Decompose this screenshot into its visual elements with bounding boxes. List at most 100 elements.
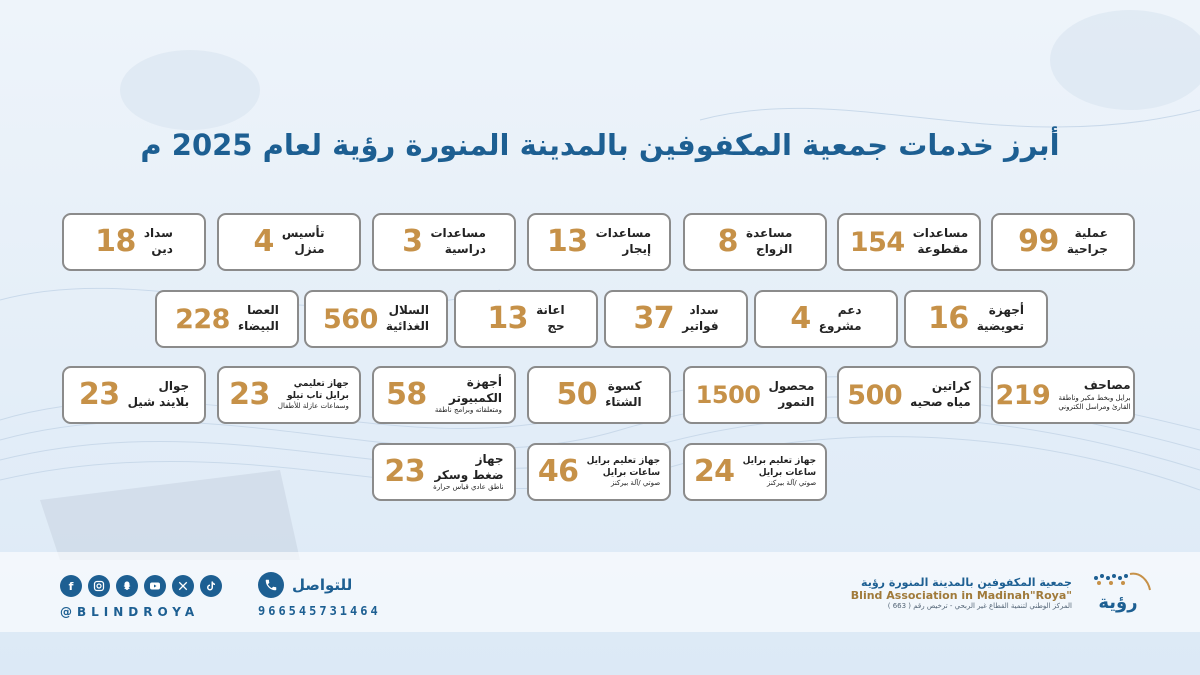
service-card: 3 مساعدات دراسية [372, 213, 516, 271]
service-label-line: جهاز تعليم برايل [742, 455, 817, 466]
service-count: 3 [402, 224, 423, 259]
service-label: جهاز تعليمي برايل تاب تيلو وسماعات عازلة ل… [278, 379, 349, 411]
service-card: 4 تأسيس منزل [217, 213, 361, 271]
service-card: 37 سداد فواتير [604, 290, 748, 348]
service-label: اعانة حج [536, 303, 565, 334]
service-sublabel: القارئ ومراسل الكتروني [1058, 402, 1131, 411]
service-count: 219 [995, 379, 1051, 411]
service-label: العصا البيضاء [238, 303, 279, 334]
page-title: أبرز خدمات جمعية المكفوفين بالمدينة المن… [140, 128, 1060, 162]
service-count: 99 [1018, 224, 1059, 259]
service-label-line: العصا [247, 303, 279, 318]
service-label-line: مقطوعة [917, 242, 969, 256]
social-handle[interactable]: @BLINDROYA [60, 605, 200, 619]
service-card: 500 كراتين مياه صحيه [837, 366, 981, 424]
service-label-line: الزواج [756, 242, 793, 256]
service-count: 500 [847, 379, 903, 411]
service-label: جهاز ضغط وسكر ناطق عادي قياس حرارة [433, 452, 503, 492]
service-card: 4 دعم مشروع [754, 290, 898, 348]
service-label-line: الشتاء [605, 395, 642, 409]
service-sublabel: ومتعلقاته وبرامج ناطقة [434, 406, 502, 415]
service-label: مساعدات إيجار [596, 226, 651, 257]
service-label: أجهزة تعويضية [977, 303, 1024, 334]
youtube-icon[interactable] [144, 575, 166, 597]
service-label-line: منزل [294, 242, 325, 256]
service-label-line: كسوة [607, 379, 642, 394]
service-count: 4 [253, 224, 274, 259]
service-label-line: دين [151, 242, 173, 256]
service-label: سداد فواتير [682, 303, 718, 334]
service-label: عملية جراحية [1067, 226, 1108, 257]
service-card: 154 مساعدات مقطوعة [837, 213, 981, 271]
service-card: 23 جوال بلايند شيل [62, 366, 206, 424]
tiktok-icon[interactable] [200, 575, 222, 597]
service-label: كسوة الشتاء [605, 379, 641, 410]
service-sublabel: برايل وبخط مكبر وناطقة [1058, 394, 1131, 403]
service-label-line: مساعدات [430, 226, 486, 241]
service-card: 50 كسوة الشتاء [527, 366, 671, 424]
contact-label: للتواصل [292, 576, 353, 594]
service-count: 13 [487, 301, 529, 336]
snapchat-icon[interactable] [116, 575, 138, 597]
service-count: 154 [849, 226, 905, 258]
service-sublabel: صوتي /آلة بيركنز [766, 479, 817, 488]
service-label-line: اعانة [536, 303, 565, 318]
service-label: أجهزة الكمبيوتر ومتعلقاته وبرامج ناطقة [435, 375, 502, 415]
service-sublabel: صوتي /آلة بيركنز [610, 479, 661, 488]
service-label-line: تعويضية [976, 319, 1025, 333]
service-label-line: جوال [158, 379, 190, 394]
service-label-line: جهاز [475, 452, 504, 467]
service-count: 23 [384, 454, 426, 489]
service-label-line: السلال [388, 303, 429, 318]
service-card: 58 أجهزة الكمبيوتر ومتعلقاته وبرامج ناطقة [372, 366, 516, 424]
service-sublabel: وسماعات عازلة للأطفال [277, 402, 349, 411]
service-label-line: بلايند شيل [127, 395, 190, 409]
service-count: 13 [546, 224, 588, 259]
service-label-line: ضغط وسكر [434, 467, 504, 482]
social-block: f @BLINDROYA [60, 575, 228, 619]
service-label-line: التمور [778, 395, 815, 409]
organization-info: جمعية المكفوفين بالمدينة المنورة رؤية Bl… [851, 570, 1152, 616]
service-count: 18 [95, 224, 136, 259]
org-license: المركز الوطني لتنمية القطاع غير الربحي -… [887, 602, 1072, 610]
service-label-line: محصول [768, 379, 815, 394]
service-label: سداد دين [144, 226, 173, 257]
service-label-line: تأسيس [281, 226, 325, 241]
service-label-line: مياه صحيه [910, 395, 971, 409]
x-icon[interactable] [172, 575, 194, 597]
org-name-english: Blind Association in Madinah"Roya" [850, 589, 1072, 602]
service-card: 13 اعانة حج [454, 290, 598, 348]
service-label-line: حج [547, 319, 565, 333]
facebook-icon[interactable]: f [60, 575, 82, 597]
service-label: مساعدة الزواج [746, 226, 792, 257]
service-label-line: سداد [689, 303, 719, 318]
service-count: 46 [537, 454, 579, 489]
service-label-line: مصاحف [1083, 378, 1131, 393]
service-count: 1500 [695, 381, 761, 409]
service-card: 228 العصا البيضاء [155, 290, 299, 348]
service-label-line: برايل تاب تيلو [286, 390, 349, 401]
logo-text: رؤية [1098, 592, 1137, 613]
roya-logo: رؤية [1082, 570, 1152, 616]
service-label-line: جراحية [1066, 242, 1108, 256]
service-count: 560 [323, 303, 378, 335]
phone-icon[interactable] [258, 572, 284, 598]
service-label: تأسيس منزل [282, 226, 325, 257]
service-label-line: الغذائية [385, 319, 429, 333]
service-label-line: كراتين [931, 379, 971, 394]
service-label-line: جهاز تعليم برايل [586, 455, 661, 466]
service-count: 16 [927, 301, 969, 336]
service-label-line: مشروع [818, 319, 862, 333]
service-card: 99 عملية جراحية [991, 213, 1135, 271]
phone-number[interactable]: 966545731464 [258, 604, 381, 618]
service-label: جهاز تعليم برايل ساعات برايل صوتي /آلة بير… [743, 456, 817, 488]
service-label: مساعدات دراسية [430, 226, 485, 257]
service-label: مساعدات مقطوعة [913, 226, 968, 257]
service-card: 13 مساعدات إيجار [527, 213, 671, 271]
service-label-line: عملية [1074, 226, 1108, 241]
service-label: جوال بلايند شيل [128, 379, 190, 410]
service-count: 23 [78, 377, 120, 412]
org-name-arabic: جمعية المكفوفين بالمدينة المنورة رؤية [861, 576, 1072, 589]
service-card: 1500 محصول التمور [683, 366, 827, 424]
instagram-icon[interactable] [88, 575, 110, 597]
